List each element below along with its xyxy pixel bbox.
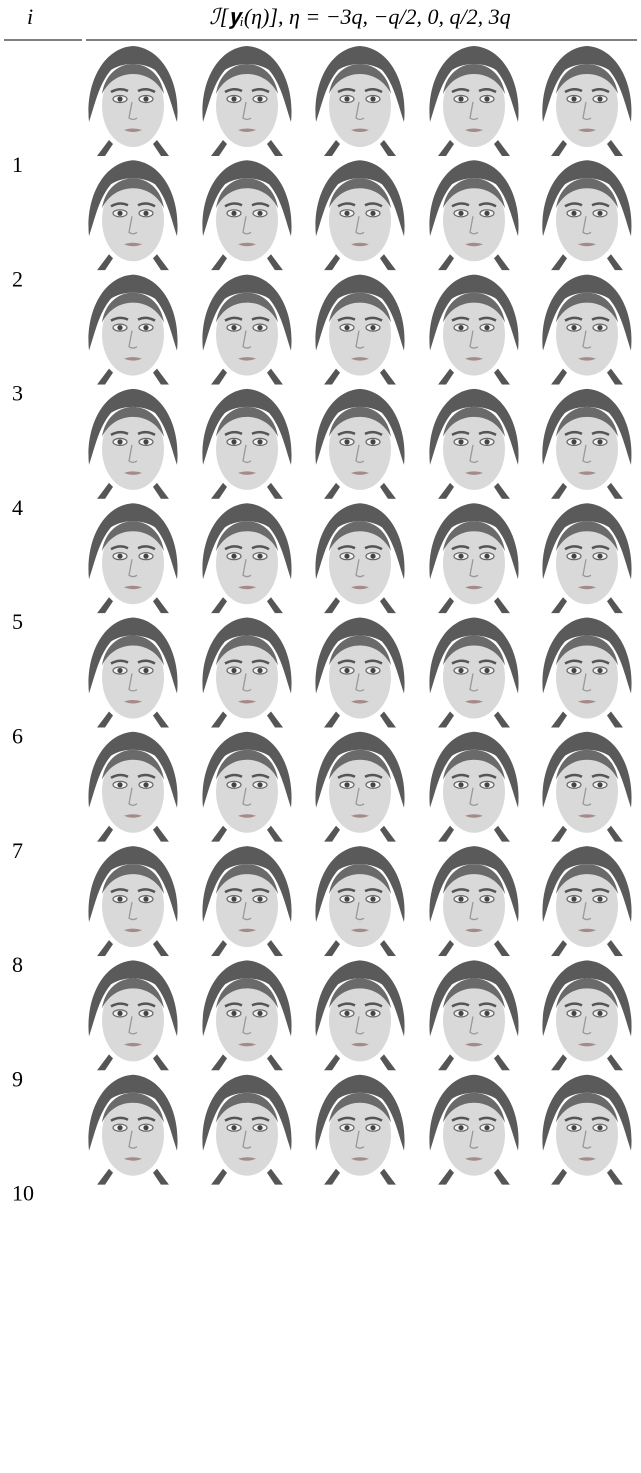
face-image <box>428 387 520 499</box>
face-image <box>201 44 293 156</box>
face-image <box>428 273 520 385</box>
face-image <box>428 44 520 156</box>
face-image <box>541 844 633 957</box>
face-image <box>541 387 633 499</box>
face-image <box>428 1073 520 1185</box>
face-image <box>87 159 179 271</box>
face-image <box>87 1073 179 1185</box>
face-image <box>87 273 179 385</box>
face-image <box>428 501 520 614</box>
face-image <box>314 959 406 1071</box>
row-label: 5 <box>12 609 23 634</box>
face-image <box>428 844 520 957</box>
face-image <box>201 501 293 614</box>
header-index: i <box>27 4 33 29</box>
face-image <box>201 387 293 499</box>
row-label: 10 <box>12 1181 34 1206</box>
face-image <box>314 159 406 271</box>
face-image <box>314 844 406 957</box>
face-image <box>314 730 406 842</box>
row-label: 1 <box>12 152 23 177</box>
face-image <box>201 844 293 957</box>
face-image <box>428 959 520 1071</box>
face-image <box>541 959 633 1071</box>
face-image <box>87 959 179 1071</box>
face-image <box>541 273 633 385</box>
face-image <box>314 387 406 499</box>
face-image <box>87 730 179 842</box>
row-label: 3 <box>12 381 23 406</box>
face-image <box>428 730 520 842</box>
face-image <box>201 159 293 271</box>
row-label: 9 <box>12 1066 23 1091</box>
row-label: 4 <box>12 495 23 520</box>
face-image <box>541 159 633 271</box>
face-image <box>201 273 293 385</box>
face-image <box>314 1073 406 1185</box>
face-image <box>541 44 633 156</box>
face-image <box>428 616 520 728</box>
face-image <box>541 730 633 842</box>
face-image <box>314 273 406 385</box>
face-image <box>87 616 179 728</box>
row-label: 2 <box>12 266 23 291</box>
face-image <box>201 616 293 728</box>
face-image <box>314 616 406 728</box>
face-image <box>541 1073 633 1185</box>
face-image <box>201 1073 293 1185</box>
face-image <box>87 44 179 156</box>
row-label: 8 <box>12 952 23 977</box>
face-image <box>201 959 293 1071</box>
row-label: 6 <box>12 724 23 749</box>
row-label: 7 <box>12 838 23 863</box>
face-image <box>87 387 179 499</box>
face-image <box>541 501 633 614</box>
face-image <box>87 501 179 614</box>
face-image <box>87 844 179 957</box>
face-image <box>314 44 406 156</box>
header-images: ℐ[𝐲ᵢ(η)], η = −3q, −q/2, 0, q/2, 3q <box>209 4 510 29</box>
face-image <box>541 616 633 728</box>
face-image <box>201 730 293 842</box>
face-image <box>314 501 406 614</box>
face-image <box>428 159 520 271</box>
